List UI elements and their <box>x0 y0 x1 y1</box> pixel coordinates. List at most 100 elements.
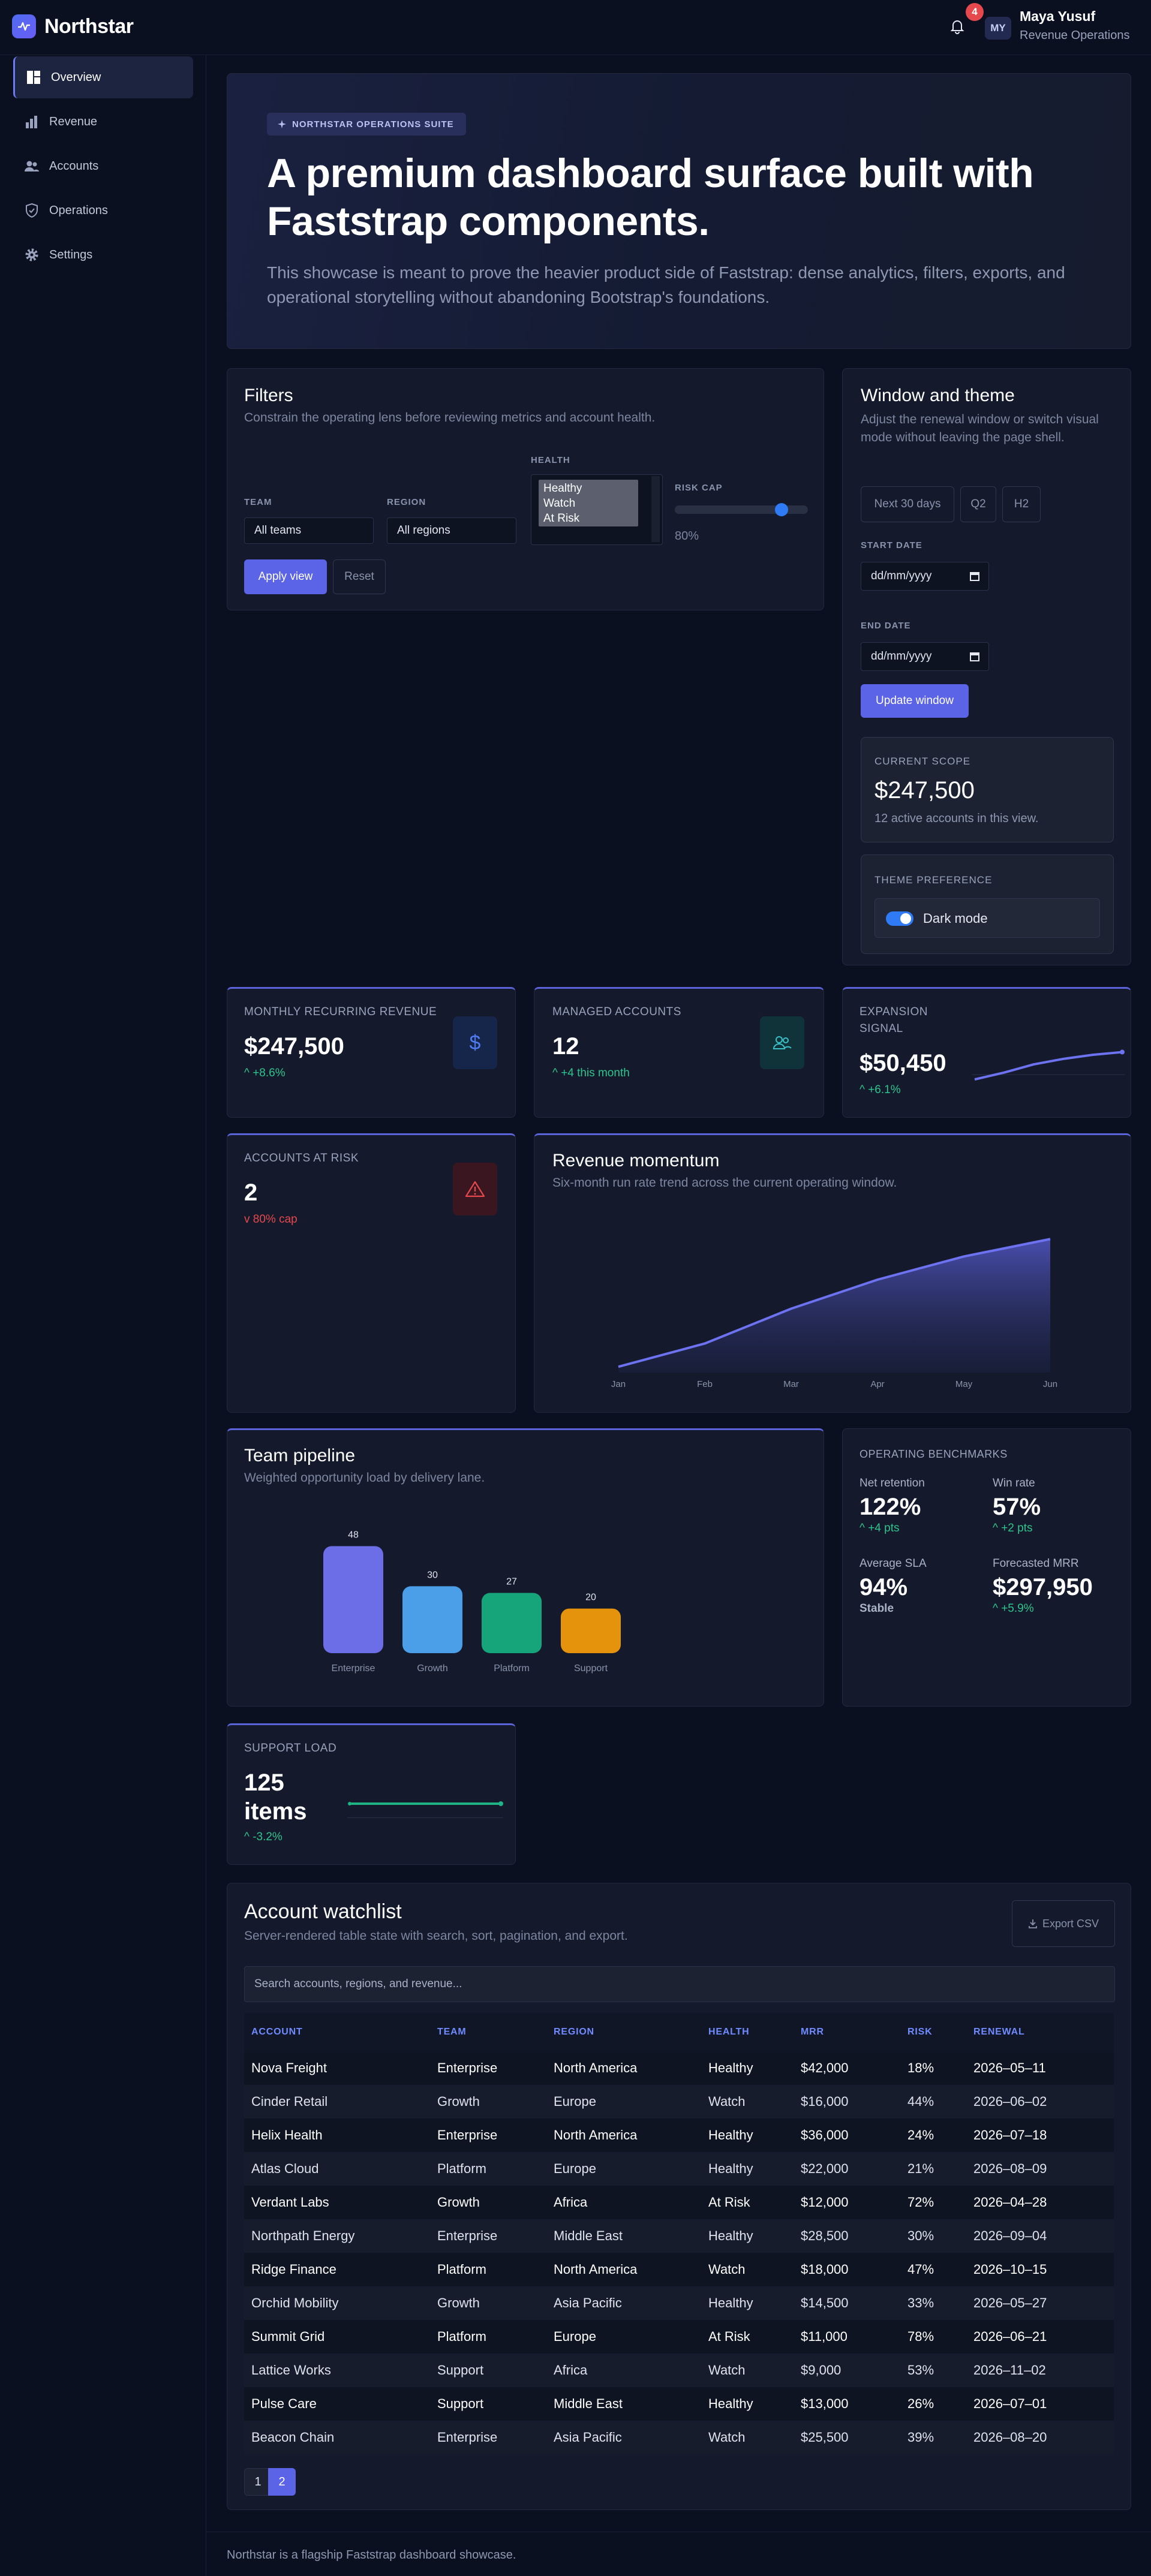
table-header-row: ACCOUNT TEAM REGION HEALTH MRR RISK RENE… <box>244 2013 1114 2051</box>
sidebar-item-operations[interactable]: Operations <box>13 189 193 231</box>
cell: $25,500 <box>794 2421 900 2454</box>
sidebar-item-overview[interactable]: Overview <box>13 56 193 98</box>
column-header[interactable]: RISK <box>900 2013 966 2051</box>
column-header[interactable]: RENEWAL <box>966 2013 1114 2051</box>
cell: North America <box>546 2253 701 2286</box>
risk-cap-slider[interactable] <box>675 503 808 516</box>
health-option-healthy[interactable]: Healthy <box>543 482 582 495</box>
end-date-label: END DATE <box>861 621 911 631</box>
watchlist-search-input[interactable]: Search accounts, regions, and revenue... <box>244 1966 1115 2002</box>
health-option-at-risk[interactable]: At Risk <box>543 512 580 525</box>
cell: Nova Freight <box>244 2051 430 2085</box>
cell: North America <box>546 2118 701 2152</box>
dashboard-icon <box>27 71 40 84</box>
dark-mode-switch[interactable] <box>886 911 913 926</box>
avatar[interactable]: MY <box>985 17 1011 40</box>
sidebar-item-settings[interactable]: Settings <box>13 234 193 276</box>
cell: Beacon Chain <box>244 2421 430 2454</box>
benchmark-average-sla: Average SLA 94% Stable <box>860 1557 979 1615</box>
health-option-watch[interactable]: Watch <box>543 497 576 510</box>
table-row[interactable]: Atlas Cloud Platform Europe Healthy $22,000 2… <box>244 2152 1114 2186</box>
benchmark-label: Net retention <box>860 1477 925 1489</box>
cell: 2026–07–01 <box>966 2387 1114 2421</box>
cell: Healthy <box>701 2051 794 2085</box>
table-row[interactable]: Ridge Finance Platform North America Watch $… <box>244 2253 1114 2286</box>
cell: Orchid Mobility <box>244 2286 430 2320</box>
page-button-2[interactable]: 2 <box>268 2468 296 2496</box>
current-scope-note: 12 active accounts in this view. <box>874 812 1039 825</box>
cell: Enterprise <box>430 2219 546 2253</box>
theme-preference-label: THEME PREFERENCE <box>874 874 993 886</box>
update-window-button[interactable]: Update window <box>861 684 969 718</box>
benchmark-delta: Stable <box>860 1602 894 1615</box>
cell: Growth <box>430 2286 546 2320</box>
cell: Support <box>430 2354 546 2387</box>
calendar-icon <box>970 572 979 581</box>
cell: Platform <box>430 2253 546 2286</box>
switch-knob <box>900 913 911 924</box>
support-value-2: items <box>244 1798 307 1825</box>
sidebar: Overview Revenue Accounts Operations Set… <box>0 55 206 2576</box>
table-row[interactable]: Pulse Care Support Middle East Healthy $13,0… <box>244 2387 1114 2421</box>
table-row[interactable]: Orchid Mobility Growth Asia Pacific Healthy… <box>244 2286 1114 2320</box>
risk-cap-fill <box>675 505 782 514</box>
cell: Cinder Retail <box>244 2085 430 2118</box>
start-date-input[interactable]: dd/mm/yyyy <box>861 562 989 591</box>
brand[interactable]: Northstar <box>12 14 134 38</box>
table-row[interactable]: Summit Grid Platform Europe At Risk $11,000 7… <box>244 2320 1114 2354</box>
cell: Watch <box>701 2354 794 2387</box>
scrollbar[interactable] <box>651 476 660 542</box>
column-header[interactable]: MRR <box>794 2013 900 2051</box>
table-row[interactable]: Lattice Works Support Africa Watch $9,000 53%… <box>244 2354 1114 2387</box>
page-button-1[interactable]: 1 <box>244 2468 272 2496</box>
cell: Healthy <box>701 2387 794 2421</box>
table-row[interactable]: Helix Health Enterprise North America Healt… <box>244 2118 1114 2152</box>
theme-toggle-row[interactable]: Dark mode <box>874 898 1100 938</box>
cell: $9,000 <box>794 2354 900 2387</box>
export-csv-button[interactable]: Export CSV <box>1012 1900 1115 1947</box>
cell: Europe <box>546 2152 701 2186</box>
column-header[interactable]: REGION <box>546 2013 701 2051</box>
bar-value-label: 30 <box>427 1570 438 1580</box>
column-header[interactable]: TEAM <box>430 2013 546 2051</box>
cell: 2026–07–18 <box>966 2118 1114 2152</box>
cell: Enterprise <box>430 2421 546 2454</box>
support-delta: ^ -3.2% <box>244 1831 283 1843</box>
region-select[interactable]: All regions <box>387 517 516 544</box>
filters-subtitle: Constrain the operating lens before revi… <box>244 411 656 425</box>
cell: 2026–05–11 <box>966 2051 1114 2085</box>
risk-cap-thumb[interactable] <box>774 503 788 516</box>
end-date-input[interactable]: dd/mm/yyyy <box>861 642 989 671</box>
apply-view-button[interactable]: Apply view <box>244 559 327 594</box>
health-multiselect[interactable]: Healthy Watch At Risk <box>531 474 663 545</box>
preset-q2[interactable]: Q2 <box>960 486 996 522</box>
cell: 21% <box>900 2152 966 2186</box>
bell-icon[interactable] <box>948 17 967 36</box>
reset-button[interactable]: Reset <box>333 559 386 594</box>
table-row[interactable]: Verdant Labs Growth Africa At Risk $12,000 72… <box>244 2186 1114 2219</box>
table-row[interactable]: Cinder Retail Growth Europe Watch $16,000 44%… <box>244 2085 1114 2118</box>
pipeline-title: Team pipeline <box>244 1446 356 1465</box>
notification-badge: 4 <box>966 3 984 21</box>
table-row[interactable]: Beacon Chain Enterprise Asia Pacific Watch $… <box>244 2421 1114 2454</box>
cell: Atlas Cloud <box>244 2152 430 2186</box>
preset-h2[interactable]: H2 <box>1002 486 1041 522</box>
cell: Europe <box>546 2320 701 2354</box>
sidebar-item-revenue[interactable]: Revenue <box>13 101 193 143</box>
table-row[interactable]: Northpath Energy Enterprise Middle East Hea… <box>244 2219 1114 2253</box>
preset-next-30-days[interactable]: Next 30 days <box>861 486 954 522</box>
cell: 39% <box>900 2421 966 2454</box>
current-scope-panel: CURRENT SCOPE $247,500 12 active account… <box>861 737 1114 842</box>
watchlist-subtitle: Server-rendered table state with search,… <box>244 1929 628 1943</box>
pipeline-subtitle: Weighted opportunity load by delivery la… <box>244 1471 485 1485</box>
watchlist-title: Account watchlist <box>244 1900 402 1923</box>
revenue-momentum-card: Revenue momentum Six-month run rate tren… <box>534 1133 1131 1413</box>
column-header[interactable]: ACCOUNT <box>244 2013 430 2051</box>
sidebar-item-accounts[interactable]: Accounts <box>13 145 193 187</box>
cell: Watch <box>701 2085 794 2118</box>
benchmark-forecasted-mrr: Forecasted MRR $297,950 ^ +5.9% <box>993 1557 1125 1615</box>
momentum-subtitle: Six-month run rate trend across the curr… <box>552 1176 897 1190</box>
team-select[interactable]: All teams <box>244 517 374 544</box>
table-row[interactable]: Nova Freight Enterprise North America Healt… <box>244 2051 1114 2085</box>
column-header[interactable]: HEALTH <box>701 2013 794 2051</box>
